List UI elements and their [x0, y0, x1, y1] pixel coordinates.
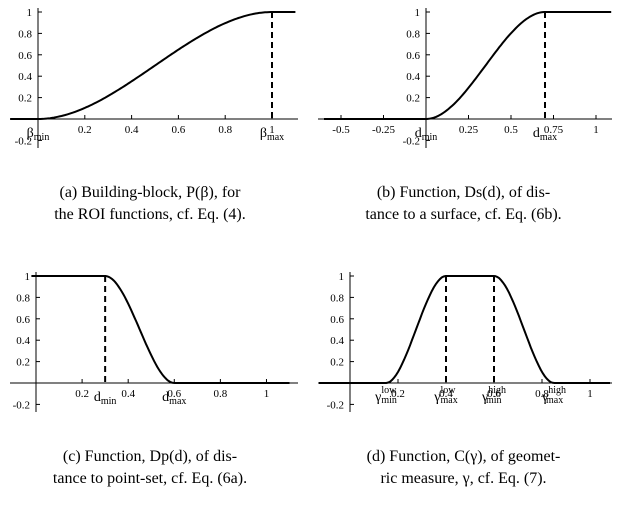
- y-tick-label: 0.4: [18, 71, 32, 83]
- y-tick-label: 1: [339, 271, 345, 283]
- caption-b-line1: (b) Function, Ds(d), of dis-: [376, 184, 551, 201]
- x-tick-label: 0.4: [121, 388, 135, 400]
- annotation-gmax-low: γlow max: [433, 385, 457, 406]
- x-tick-label: 1: [593, 124, 599, 136]
- caption-a-line2: the ROI functions, cf. Eq. (4).: [54, 206, 246, 223]
- series-line: [31, 275, 290, 384]
- x-tick-label: 0.4: [439, 388, 453, 400]
- y-tick-label: 0.2: [18, 93, 32, 105]
- annotation-dmax: dmax: [533, 126, 557, 143]
- annotation-dmin: dmin: [415, 126, 438, 143]
- y-tick-label: 0.4: [16, 335, 30, 347]
- caption-c-line2: tance to point-set, cf. Eq. (6a).: [52, 470, 248, 487]
- annotation-dmin: dmin: [94, 390, 117, 407]
- y-tick-label: 0.4: [330, 335, 344, 347]
- series-line: [10, 11, 296, 120]
- x-tick-label: 0.75: [544, 124, 564, 136]
- x-tick-label: 0.2: [75, 388, 89, 400]
- annotation-gmax-high: γhigh max: [541, 385, 566, 406]
- y-tick-label: 0.8: [16, 292, 30, 304]
- y-tick-label: 0.6: [16, 314, 30, 326]
- caption-a: (a) Building-block, P(β), for the ROI fu…: [0, 182, 300, 226]
- y-tick-label: 0.4: [406, 71, 420, 83]
- x-tick-label: 0.5: [504, 124, 518, 136]
- x-tick-label: -0.5: [332, 124, 350, 136]
- annotation-gmin-high: γhigh min: [481, 385, 506, 406]
- y-tick-label: 0.8: [406, 28, 420, 40]
- y-tick-label: 0.2: [330, 357, 344, 369]
- y-tick-label: 1: [27, 7, 33, 19]
- x-tick-label: 0.6: [172, 124, 186, 136]
- x-tick-label: 0.2: [391, 388, 405, 400]
- series-line: [324, 11, 612, 120]
- panel-a: 1 0.8 0.6 0.4 0.2 -0.2 0.2 0.4 0.6 0.8 1 βmin βmax: [10, 7, 298, 148]
- caption-a-line1: (a) Building-block, P(β), for: [59, 184, 241, 201]
- y-tick-label: -0.2: [403, 135, 420, 147]
- x-tick-label: 0.6: [167, 388, 181, 400]
- y-tick-label: 1: [415, 7, 421, 19]
- panel-d: 1 0.8 0.6 0.4 0.2 -0.2 0.2 0.4 0.6 0.8 1 γlow min γlo…: [318, 271, 612, 412]
- annotation-beta-min: βmin: [27, 126, 50, 143]
- y-tick-label: 0.6: [406, 50, 420, 62]
- x-tick-label: 0.8: [214, 388, 228, 400]
- panel-b: 1 0.8 0.6 0.4 0.2 -0.2 -0.5 -0.25 0.25 0.5 0.75 1 dm…: [318, 7, 612, 148]
- caption-d-line1: (d) Function, C(γ), of geomet-: [366, 448, 561, 465]
- annotation-dmax: dmax: [162, 390, 186, 407]
- y-tick-label: 0.6: [18, 50, 32, 62]
- x-tick-label: 0.8: [535, 388, 549, 400]
- annotation-beta-max: βmax: [260, 126, 284, 143]
- x-tick-label: 0.25: [459, 124, 479, 136]
- y-tick-label: 0.2: [406, 93, 420, 105]
- caption-d: (d) Function, C(γ), of geomet- ric measu…: [310, 446, 617, 490]
- y-tick-label: -0.2: [13, 399, 30, 411]
- y-tick-label: -0.2: [15, 135, 32, 147]
- y-tick-label: -0.2: [327, 399, 344, 411]
- y-tick-label: 0.2: [16, 357, 30, 369]
- x-tick-label: 1: [264, 388, 270, 400]
- caption-d-line2: ric measure, γ, cf. Eq. (7).: [380, 470, 547, 487]
- caption-b-line2: tance to a surface, cf. Eq. (6b).: [365, 206, 562, 223]
- x-tick-label: -0.25: [372, 124, 395, 136]
- y-tick-label: 0.8: [330, 292, 344, 304]
- x-tick-label: 0.8: [218, 124, 232, 136]
- caption-b: (b) Function, Ds(d), of dis- tance to a …: [310, 182, 617, 226]
- caption-c-line1: (c) Function, Dp(d), of dis-: [62, 448, 238, 465]
- x-tick-label: 1: [587, 388, 593, 400]
- series-line: [319, 275, 610, 384]
- panel-c: 1 0.8 0.6 0.4 0.2 -0.2 0.2 0.4 0.6 0.8 1 dmin dmax: [10, 271, 298, 412]
- x-tick-label: 1: [269, 124, 275, 136]
- y-tick-label: 0.6: [330, 314, 344, 326]
- y-tick-label: 0.8: [18, 28, 32, 40]
- annotation-gmin-low: γlow min: [374, 385, 397, 406]
- caption-c: (c) Function, Dp(d), of dis- tance to po…: [0, 446, 300, 490]
- x-tick-label: 0.4: [125, 124, 139, 136]
- x-tick-label: 0.2: [78, 124, 92, 136]
- y-tick-label: 1: [25, 271, 31, 283]
- x-tick-label: 0.6: [487, 388, 501, 400]
